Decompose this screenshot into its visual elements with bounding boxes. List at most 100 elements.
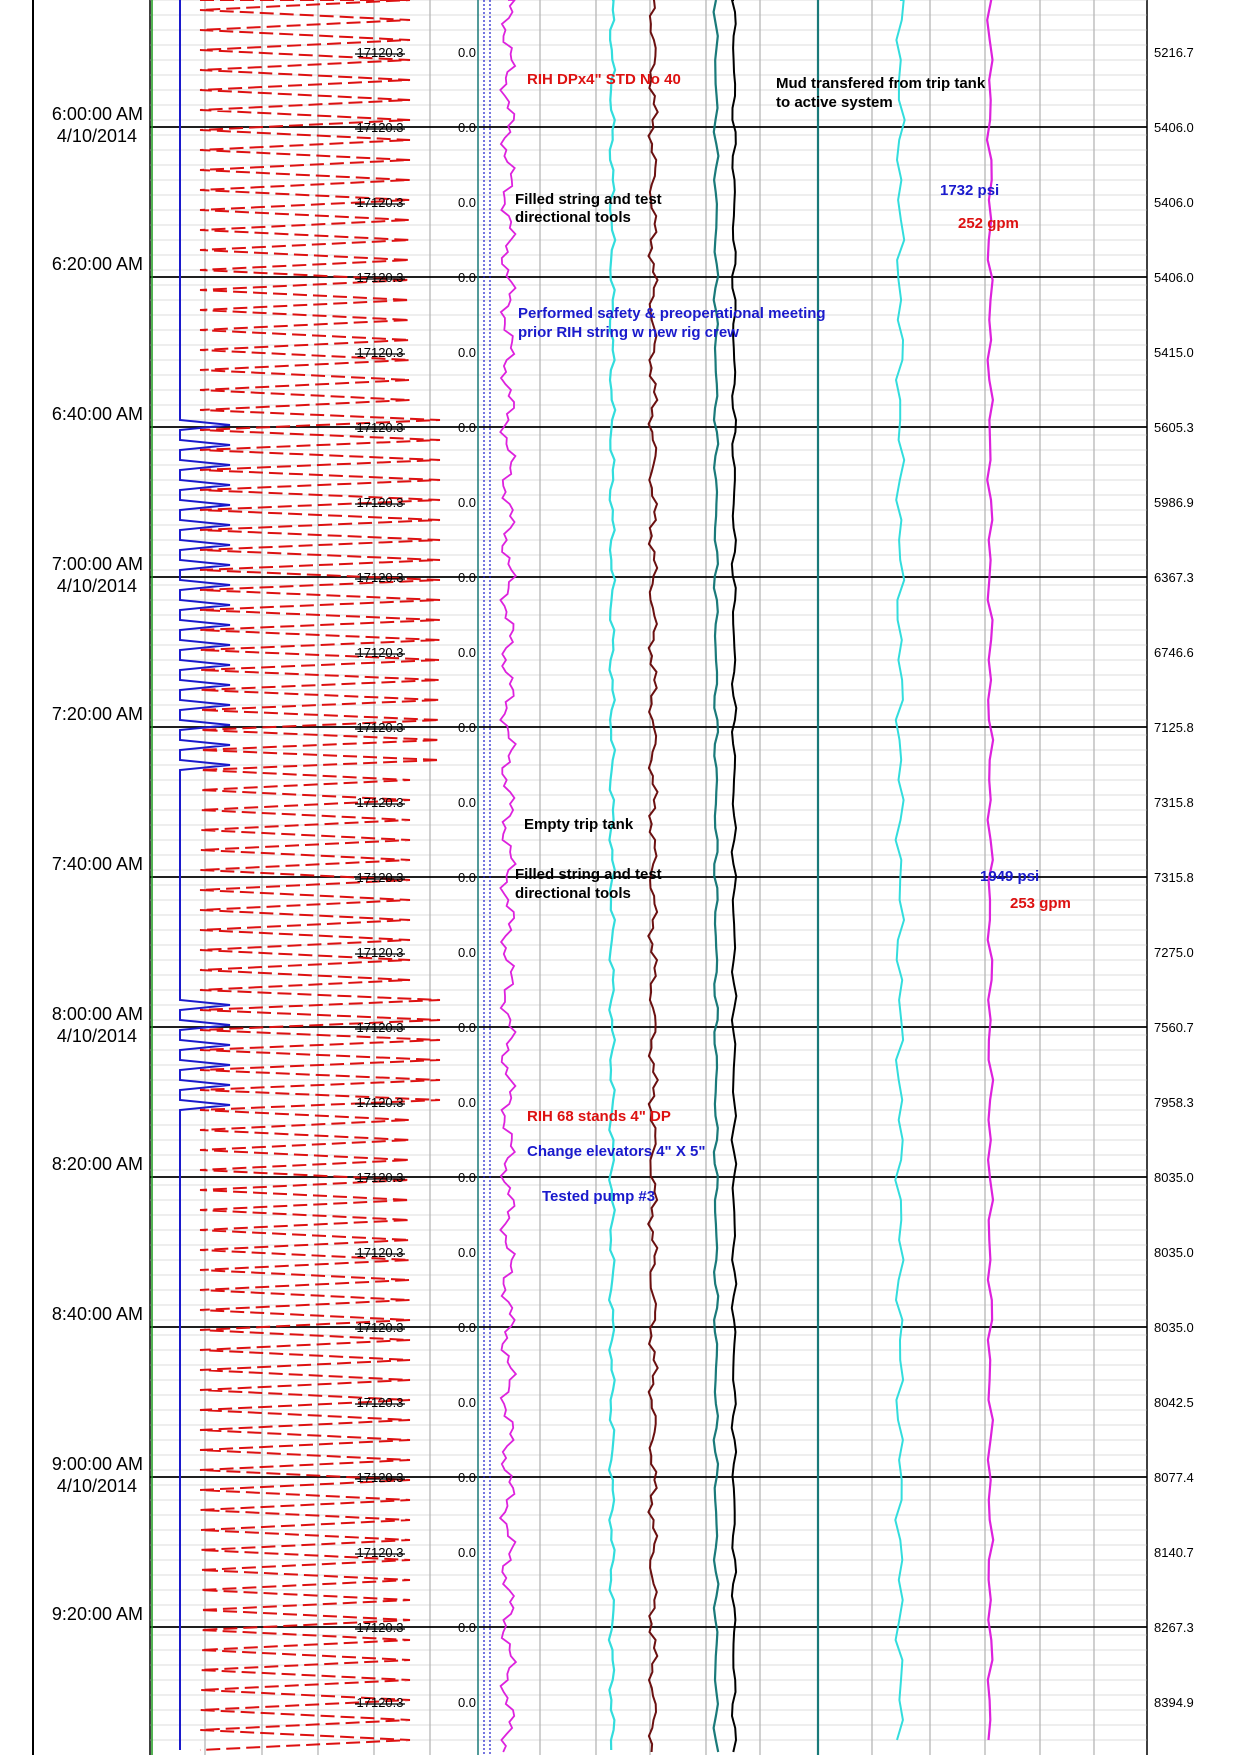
annotations: RIH DPx4" STD No 40 Mud transfered from t… bbox=[515, 71, 1071, 1205]
labels: 6:00:00 AM 4/10/2014 6:20:00 AM 6:40:00 AM 7… bbox=[52, 45, 1194, 1710]
red-dashed-curve bbox=[199, 0, 441, 1751]
depth-value-14: 7958.3 bbox=[1154, 1095, 1194, 1110]
zero-value-1: 0.0 bbox=[458, 120, 476, 135]
depth-value-19: 8077.4 bbox=[1154, 1470, 1194, 1485]
depth-value-6: 5986.9 bbox=[1154, 495, 1194, 510]
depth-value-9: 7125.8 bbox=[1154, 720, 1194, 735]
depth-value-3: 5406.0 bbox=[1154, 270, 1194, 285]
annotation-13: 253 gpm bbox=[1010, 895, 1071, 912]
depth-value-20: 8140.7 bbox=[1154, 1545, 1194, 1560]
interval-value-15: 17120.3 bbox=[357, 1170, 404, 1185]
depth-value-18: 8042.5 bbox=[1154, 1395, 1194, 1410]
annotation-14: RIH 68 stands 4" DP bbox=[527, 1108, 671, 1125]
zero-value-11: 0.0 bbox=[458, 870, 476, 885]
zero-value-18: 0.0 bbox=[458, 1395, 476, 1410]
zero-value-4: 0.0 bbox=[458, 345, 476, 360]
zero-value-2: 0.0 bbox=[458, 195, 476, 210]
black-curve bbox=[730, 0, 738, 1753]
depth-value-0: 5216.7 bbox=[1154, 45, 1194, 60]
interval-value-10: 17120.3 bbox=[357, 795, 404, 810]
interval-value-4: 17120.3 bbox=[357, 345, 404, 360]
interval-value-13: 17120.3 bbox=[357, 1020, 404, 1035]
annotation-7: Performed safety & preoperational meetin… bbox=[518, 305, 826, 322]
magenta-right-curve bbox=[985, 0, 995, 1741]
zero-value-3: 0.0 bbox=[458, 270, 476, 285]
zero-value-10: 0.0 bbox=[458, 795, 476, 810]
interval-value-5: 17120.3 bbox=[357, 420, 404, 435]
interval-value-17: 17120.3 bbox=[357, 1320, 404, 1335]
depth-value-16: 8035.0 bbox=[1154, 1245, 1194, 1260]
interval-value-18: 17120.3 bbox=[357, 1395, 404, 1410]
data-curves bbox=[151, 0, 995, 1755]
zero-value-17: 0.0 bbox=[458, 1320, 476, 1335]
cyan-left-curve bbox=[607, 0, 617, 1751]
interval-value-21: 17120.3 bbox=[357, 1620, 404, 1635]
annotation-4: directional tools bbox=[515, 209, 631, 226]
interval-value-12: 17120.3 bbox=[357, 945, 404, 960]
zero-value-20: 0.0 bbox=[458, 1545, 476, 1560]
time-label-2: 6:40:00 AM bbox=[52, 404, 143, 424]
interval-value-9: 17120.3 bbox=[357, 720, 404, 735]
magenta-left-curve bbox=[498, 0, 518, 1753]
depth-value-17: 8035.0 bbox=[1154, 1320, 1194, 1335]
interval-value-7: 17120.3 bbox=[357, 570, 404, 585]
interval-value-1: 17120.3 bbox=[357, 120, 404, 135]
annotation-3: Filled string and test bbox=[515, 191, 662, 208]
annotation-16: Tested pump #3 bbox=[542, 1188, 655, 1205]
zero-value-22: 0.0 bbox=[458, 1695, 476, 1710]
interval-value-14: 17120.3 bbox=[357, 1095, 404, 1110]
annotation-8: prior RIH string w new rig crew bbox=[518, 324, 739, 341]
depth-value-13: 7560.7 bbox=[1154, 1020, 1194, 1035]
dark-red-curve bbox=[647, 0, 659, 1753]
time-label-6: 8:00:00 AM bbox=[52, 1004, 143, 1024]
depth-value-5: 5605.3 bbox=[1154, 420, 1194, 435]
interval-value-19: 17120.3 bbox=[357, 1470, 404, 1485]
zero-value-7: 0.0 bbox=[458, 570, 476, 585]
annotation-6: 252 gpm bbox=[958, 215, 1019, 232]
interval-value-3: 17120.3 bbox=[357, 270, 404, 285]
annotation-11: directional tools bbox=[515, 885, 631, 902]
zero-value-14: 0.0 bbox=[458, 1095, 476, 1110]
depth-value-22: 8394.9 bbox=[1154, 1695, 1194, 1710]
depth-value-7: 6367.3 bbox=[1154, 570, 1194, 585]
time-label-8: 8:40:00 AM bbox=[52, 1304, 143, 1324]
time-label-7: 8:20:00 AM bbox=[52, 1154, 143, 1174]
time-label-10: 9:20:00 AM bbox=[52, 1604, 143, 1624]
interval-value-16: 17120.3 bbox=[357, 1245, 404, 1260]
depth-value-4: 5415.0 bbox=[1154, 345, 1194, 360]
interval-value-6: 17120.3 bbox=[357, 495, 404, 510]
zero-value-15: 0.0 bbox=[458, 1170, 476, 1185]
zero-value-12: 0.0 bbox=[458, 945, 476, 960]
annotation-1: Mud transfered from trip tank bbox=[776, 75, 986, 92]
annotation-9: Empty trip tank bbox=[524, 816, 634, 833]
depth-value-8: 6746.6 bbox=[1154, 645, 1194, 660]
annotation-2: to active system bbox=[776, 94, 893, 111]
interval-value-22: 17120.3 bbox=[357, 1695, 404, 1710]
annotation-15: Change elevators 4" X 5" bbox=[527, 1143, 705, 1160]
blue-left-curve bbox=[179, 0, 231, 1750]
depth-value-21: 8267.3 bbox=[1154, 1620, 1194, 1635]
depth-value-12: 7275.0 bbox=[1154, 945, 1194, 960]
time-label-0: 6:00:00 AM bbox=[52, 104, 143, 124]
interval-value-20: 17120.3 bbox=[357, 1545, 404, 1560]
zero-value-19: 0.0 bbox=[458, 1470, 476, 1485]
depth-value-11: 7315.8 bbox=[1154, 870, 1194, 885]
date-label-9: 4/10/2014 bbox=[57, 1476, 137, 1496]
time-label-9: 9:00:00 AM bbox=[52, 1454, 143, 1474]
time-label-5: 7:40:00 AM bbox=[52, 854, 143, 874]
time-label-1: 6:20:00 AM bbox=[52, 254, 143, 274]
zero-value-8: 0.0 bbox=[458, 645, 476, 660]
annotation-0: RIH DPx4" STD No 40 bbox=[527, 71, 681, 88]
annotation-5: 1732 psi bbox=[940, 182, 999, 199]
time-label-4: 7:20:00 AM bbox=[52, 704, 143, 724]
teal-curve bbox=[712, 0, 720, 1753]
date-label-6: 4/10/2014 bbox=[57, 1026, 137, 1046]
interval-value-2: 17120.3 bbox=[357, 195, 404, 210]
annotation-12: 1949 psi bbox=[980, 868, 1039, 885]
depth-value-10: 7315.8 bbox=[1154, 795, 1194, 810]
interval-value-11: 17120.3 bbox=[357, 870, 404, 885]
zero-value-0: 0.0 bbox=[458, 45, 476, 60]
zero-value-6: 0.0 bbox=[458, 495, 476, 510]
interval-value-8: 17120.3 bbox=[357, 645, 404, 660]
